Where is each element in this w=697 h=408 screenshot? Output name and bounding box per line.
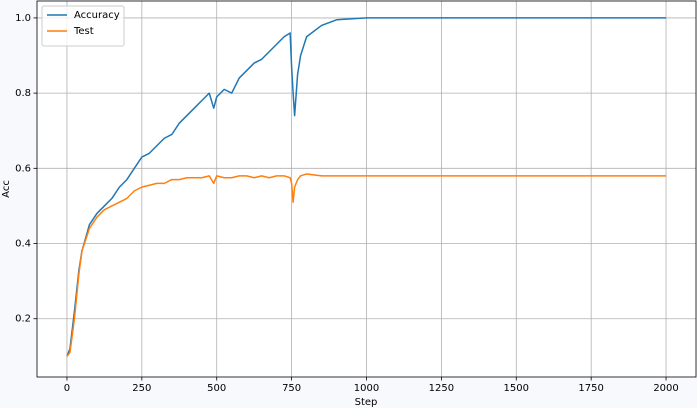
x-tick-label: 1500 xyxy=(504,383,529,394)
legend: Accuracy Test xyxy=(41,5,125,47)
y-axis-label: Acc xyxy=(1,180,12,198)
plot-frame xyxy=(36,0,697,378)
legend-label: Test xyxy=(73,26,94,37)
legend-box xyxy=(41,5,125,47)
x-tick-label: 1750 xyxy=(578,383,603,394)
legend-label: Accuracy xyxy=(74,10,120,21)
x-tick-label: 250 xyxy=(132,383,151,394)
line-series xyxy=(66,17,667,357)
y-tick-label: 1.0 xyxy=(15,13,31,24)
x-tick-label: 1250 xyxy=(429,383,454,394)
x-tick-label: 2000 xyxy=(653,383,678,394)
x-tick-label: 1000 xyxy=(354,383,379,394)
y-tick-label: 0.8 xyxy=(15,88,31,99)
y-tick-label: 0.6 xyxy=(15,163,31,174)
y-tick-label: 0.2 xyxy=(15,314,31,325)
y-tick-label: 0.4 xyxy=(15,239,31,250)
x-axis-label: Step xyxy=(355,397,378,408)
line-series xyxy=(66,173,667,357)
x-tick-label: 0 xyxy=(64,383,70,394)
x-tick-label: 750 xyxy=(282,383,301,394)
x-tick-label: 500 xyxy=(207,383,226,394)
